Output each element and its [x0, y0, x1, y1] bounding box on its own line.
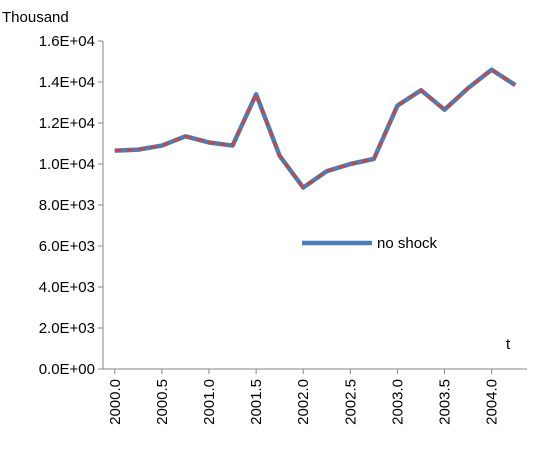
x-tick-label: 2001.0 — [201, 379, 218, 425]
y-tick-label: 1.0E+04 — [39, 156, 95, 173]
y-tick-label: 6.0E+03 — [39, 238, 95, 255]
x-tick-label: 2000.0 — [107, 379, 124, 425]
x-tick-label: 2002.0 — [295, 379, 312, 425]
y-axis-label: Thousand — [2, 9, 69, 26]
y-tick-label: 2.0E+03 — [39, 320, 95, 337]
y-tick-label: 1.2E+04 — [39, 115, 95, 132]
x-tick-label: 2000.5 — [154, 379, 171, 425]
x-tick-label: 2003.5 — [437, 379, 454, 425]
y-tick-label: 1.6E+04 — [39, 33, 95, 50]
y-tick-label: 8.0E+03 — [39, 197, 95, 214]
y-tick-label: 1.4E+04 — [39, 74, 95, 91]
x-tick-label: 2002.5 — [342, 379, 359, 425]
legend-label: no shock — [377, 235, 438, 252]
series-line — [114, 68, 517, 190]
x-axis-label: t — [506, 336, 511, 353]
y-tick-label: 4.0E+03 — [39, 279, 95, 296]
x-tick-label: 2001.5 — [248, 379, 265, 425]
y-tick-label: 0.0E+00 — [39, 361, 95, 378]
x-tick-label: 2004.0 — [484, 379, 501, 425]
x-tick-label: 2003.0 — [389, 379, 406, 425]
series-line — [114, 67, 517, 190]
